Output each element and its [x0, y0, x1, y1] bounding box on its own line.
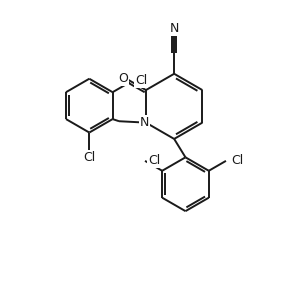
- Text: O: O: [118, 72, 128, 85]
- Text: Cl: Cl: [135, 74, 147, 87]
- Text: Cl: Cl: [83, 151, 96, 164]
- Text: N: N: [140, 116, 149, 129]
- Text: N: N: [170, 22, 179, 35]
- Text: Cl: Cl: [231, 154, 243, 167]
- Text: Cl: Cl: [148, 154, 160, 167]
